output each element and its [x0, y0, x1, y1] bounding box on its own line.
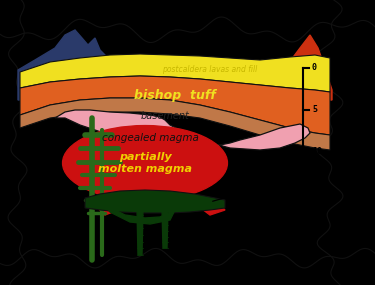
Text: basement: basement — [141, 111, 189, 121]
Polygon shape — [85, 190, 225, 213]
Text: postcaldera lavas and fill: postcaldera lavas and fill — [162, 66, 258, 74]
Polygon shape — [190, 200, 225, 215]
Text: 5: 5 — [312, 105, 317, 115]
Text: 0: 0 — [312, 64, 317, 72]
Text: partially
molten magma: partially molten magma — [98, 152, 192, 174]
Polygon shape — [55, 110, 310, 178]
Polygon shape — [105, 205, 175, 224]
Polygon shape — [137, 208, 143, 255]
Polygon shape — [20, 54, 330, 92]
Polygon shape — [162, 208, 168, 248]
Text: congealed magma: congealed magma — [102, 133, 198, 143]
Text: basalt
injections: basalt injections — [25, 210, 68, 230]
Text: 15: 15 — [312, 190, 322, 198]
Ellipse shape — [63, 125, 228, 201]
Polygon shape — [18, 30, 130, 100]
Polygon shape — [20, 76, 330, 135]
Text: basalt
injections: basalt injections — [213, 175, 291, 201]
Polygon shape — [270, 35, 332, 100]
Polygon shape — [90, 200, 118, 215]
Text: 10: 10 — [312, 148, 322, 156]
Text: bishop  tuff: bishop tuff — [134, 89, 216, 101]
Polygon shape — [20, 98, 330, 150]
